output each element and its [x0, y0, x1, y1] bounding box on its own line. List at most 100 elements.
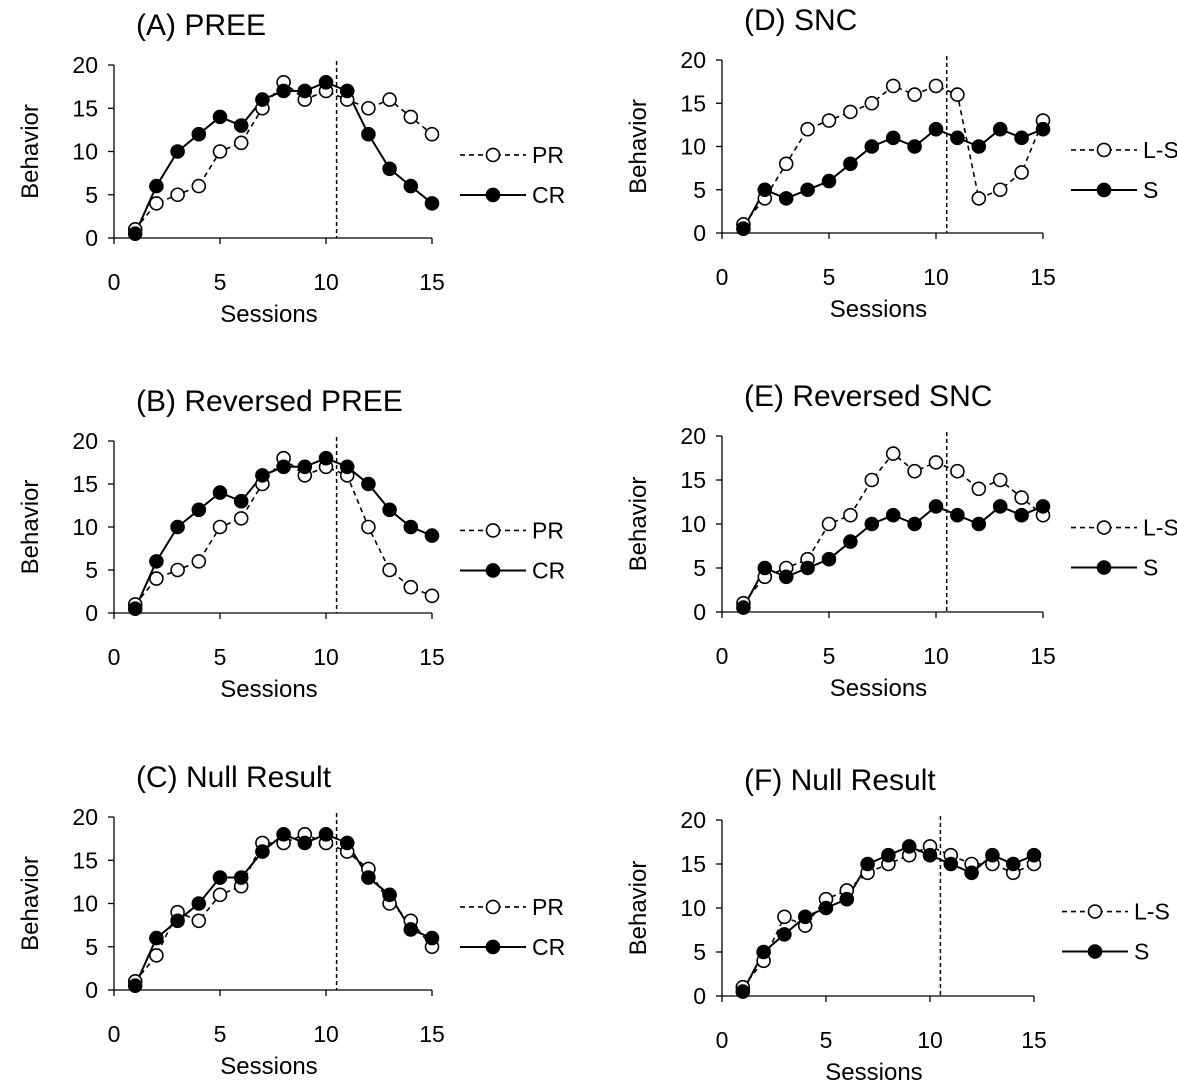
data-point-s — [1035, 499, 1051, 514]
legend-label: PR — [532, 894, 564, 920]
y-tick-label: 20 — [680, 807, 706, 833]
data-point-pr — [233, 511, 249, 526]
y-tick-label: 5 — [693, 177, 706, 203]
data-point-s — [922, 847, 938, 863]
data-point-cr — [276, 83, 291, 99]
data-point-pr — [149, 571, 164, 586]
x-tick-label: 15 — [1030, 264, 1056, 290]
y-tick-label: 20 — [72, 428, 98, 454]
data-point-pr — [170, 562, 185, 578]
data-point-cr — [127, 978, 143, 993]
data-point-s — [839, 891, 855, 907]
data-point-cr — [255, 844, 270, 859]
data-point-cr — [233, 118, 249, 133]
data-point-s — [971, 516, 987, 532]
data-point-s — [864, 516, 880, 532]
data-point-cr — [297, 83, 313, 99]
data-point-s — [736, 221, 751, 236]
data-point-l-s — [992, 472, 1008, 488]
data-point-cr — [424, 528, 440, 543]
legend-entry-l-s: L-S — [1071, 515, 1177, 541]
data-point-s — [735, 984, 751, 999]
data-point-s — [928, 499, 944, 514]
x-tick-label: 15 — [1021, 1027, 1047, 1053]
x-tick-label: 0 — [108, 269, 121, 295]
y-axis-title: Behavior — [625, 477, 652, 572]
y-tick-label: 15 — [680, 467, 706, 493]
y-tick-label: 0 — [693, 599, 706, 625]
series-line-pr — [134, 833, 433, 982]
data-point-s — [821, 173, 837, 189]
legend-marker — [1096, 182, 1112, 198]
data-point-cr — [170, 913, 185, 929]
data-point-cr — [297, 835, 313, 851]
x-tick-label: 5 — [823, 264, 836, 290]
data-point-l-s — [885, 446, 901, 461]
data-point-s — [885, 507, 901, 523]
legend-label: PR — [532, 517, 564, 543]
data-point-cr — [233, 493, 249, 509]
data-point-s — [885, 130, 901, 146]
data-point-l-s — [1014, 490, 1029, 505]
data-point-pr — [233, 135, 249, 151]
data-point-pr — [424, 126, 440, 142]
y-tick-label: 10 — [72, 139, 98, 165]
legend-entry-s: S — [1071, 555, 1158, 581]
data-point-l-s — [864, 95, 880, 111]
legend-entry-s: S — [1071, 177, 1158, 203]
x-tick-label: 10 — [923, 264, 949, 290]
data-point-pr — [191, 913, 207, 929]
data-point-s — [950, 507, 965, 523]
y-tick-label: 0 — [85, 225, 98, 251]
data-point-s — [821, 551, 837, 567]
legend-label: S — [1143, 177, 1158, 203]
legend-entry-l-s: L-S — [1062, 899, 1170, 925]
data-point-cr — [297, 459, 313, 475]
data-point-s — [818, 900, 834, 916]
data-point-s — [901, 839, 917, 854]
data-point-s — [907, 516, 922, 532]
data-point-cr — [255, 92, 270, 107]
y-axis-title: Behavior — [625, 861, 652, 956]
data-point-s — [843, 534, 858, 549]
data-point-s — [992, 121, 1008, 137]
y-tick-label: 15 — [680, 90, 706, 116]
y-tick-label: 10 — [72, 514, 98, 540]
x-tick-label: 15 — [419, 644, 445, 670]
x-tick-label: 5 — [214, 644, 227, 670]
data-point-l-s — [821, 113, 837, 128]
data-point-l-s — [885, 78, 901, 94]
y-tick-label: 15 — [72, 847, 98, 873]
data-point-s — [736, 600, 751, 615]
data-point-cr — [233, 870, 249, 885]
data-point-l-s — [971, 481, 987, 497]
y-tick-label: 15 — [72, 471, 98, 497]
data-point-cr — [170, 519, 185, 535]
data-point-cr — [382, 161, 397, 177]
y-tick-label: 20 — [72, 804, 98, 830]
data-point-s — [985, 847, 1000, 863]
legend-label: L-S — [1143, 515, 1177, 541]
y-axis-title: Behavior — [17, 856, 44, 951]
data-point-cr — [382, 887, 397, 903]
data-point-cr — [382, 502, 397, 518]
legend-marker — [485, 563, 501, 578]
data-point-cr — [276, 459, 291, 475]
data-point-cr — [339, 83, 355, 99]
y-tick-label: 5 — [85, 557, 98, 583]
legend-marker — [485, 147, 501, 163]
data-point-s — [756, 944, 771, 960]
data-point-l-s — [907, 463, 922, 479]
y-tick-label: 15 — [680, 851, 706, 877]
data-point-s — [757, 560, 773, 576]
data-point-s — [971, 139, 987, 154]
data-point-s — [1014, 507, 1029, 523]
data-point-cr — [255, 468, 270, 483]
data-point-cr — [403, 178, 419, 194]
legend-entry-pr: PR — [460, 142, 564, 168]
data-point-cr — [361, 126, 376, 142]
legend-marker — [485, 899, 501, 915]
data-point-cr — [424, 196, 440, 211]
x-tick-label: 10 — [917, 1027, 943, 1053]
data-point-pr — [170, 187, 185, 203]
